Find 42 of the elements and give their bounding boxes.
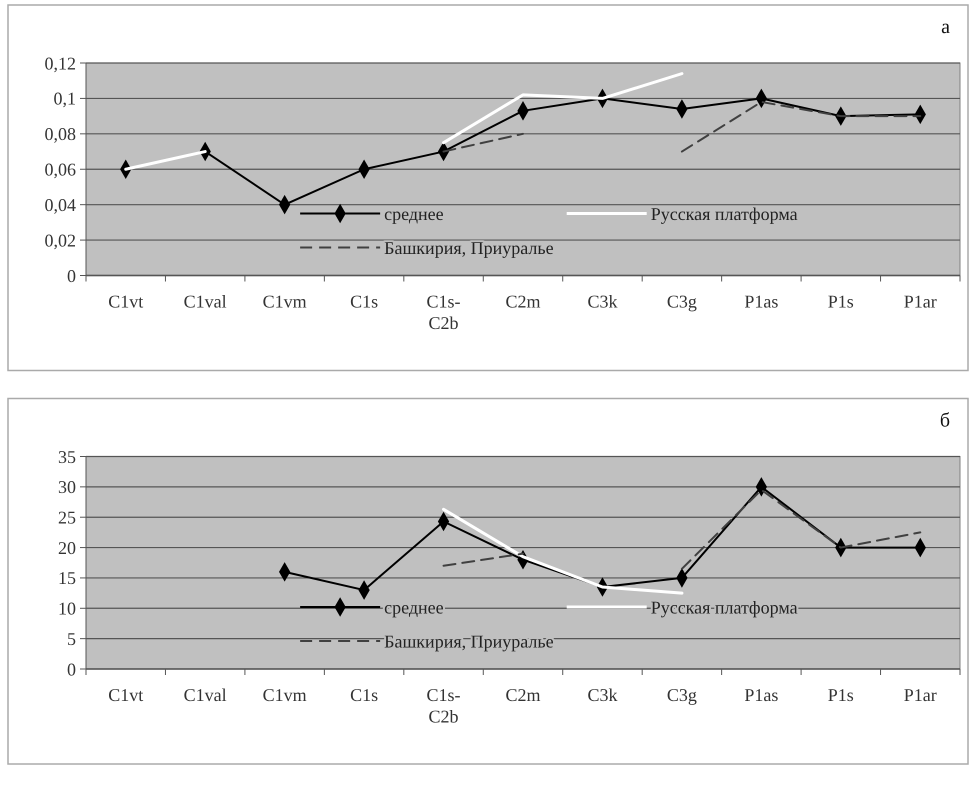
y-tick-label: 0 <box>67 659 76 680</box>
x-tick-label: P1s <box>828 292 854 312</box>
legend-label: Башкирия, Приуралье <box>384 238 554 258</box>
x-tick-label: C1s <box>350 685 378 705</box>
x-tick-label: C3k <box>587 685 618 705</box>
y-tick-label: 30 <box>58 477 76 498</box>
y-tick-label: 0,06 <box>44 160 76 180</box>
x-tick-label: C3k <box>587 292 618 312</box>
y-tick-label: 25 <box>58 508 76 528</box>
x-tick-label: P1ar <box>904 292 937 312</box>
chart-title: б <box>940 410 950 432</box>
x-tick-label: C2m <box>505 292 541 312</box>
x-tick-label: P1as <box>744 685 778 705</box>
y-tick-label: 5 <box>67 628 76 649</box>
chart-title: а <box>941 16 950 38</box>
x-tick-label: C1val <box>184 685 227 705</box>
x-tick-label: C3g <box>666 685 697 705</box>
y-tick-label: 15 <box>58 568 76 588</box>
x-tick-label: P1s <box>828 685 854 705</box>
x-tick-label: P1ar <box>904 685 937 705</box>
x-tick-label: C1val <box>184 292 227 312</box>
x-tick-label: C1s-C2b <box>426 292 461 334</box>
legend-label: среднее <box>384 204 444 224</box>
y-tick-label: 0,1 <box>54 88 76 109</box>
x-tick-label: C1vm <box>262 685 307 705</box>
y-tick-label: 20 <box>58 538 76 558</box>
x-tick-label: C1vt <box>108 292 144 312</box>
y-tick-label: 0 <box>67 266 76 286</box>
x-tick-label: C1vt <box>108 685 144 705</box>
x-tick-label: C3g <box>666 292 697 312</box>
y-tick-label: 10 <box>58 598 76 619</box>
x-tick-label: C1vm <box>262 292 307 312</box>
y-tick-label: 35 <box>58 446 76 467</box>
y-tick-label: 0,12 <box>44 53 76 74</box>
x-tick-label: C2m <box>505 685 541 705</box>
y-tick-label: 0,04 <box>44 194 76 215</box>
legend-label: Русская платформа <box>650 204 798 224</box>
y-tick-label: 0,02 <box>44 230 76 250</box>
x-tick-label: P1as <box>744 292 778 312</box>
x-tick-label: C1s <box>350 292 378 312</box>
x-tick-label: C1s-C2b <box>426 685 461 727</box>
y-tick-label: 0,08 <box>44 124 76 144</box>
